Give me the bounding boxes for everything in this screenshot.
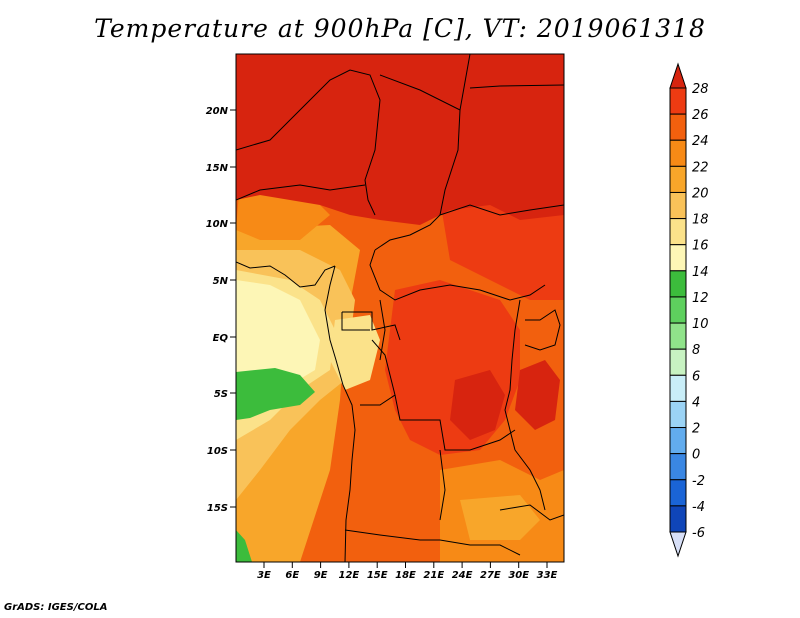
country-borders bbox=[236, 54, 564, 562]
colorbar-level-label: 20 bbox=[692, 186, 709, 201]
lon-label: 27E bbox=[480, 570, 501, 581]
colorbar-box bbox=[669, 165, 687, 193]
lon-label: 12E bbox=[339, 570, 360, 581]
colorbar-max-arrow bbox=[669, 62, 687, 89]
lon-label: 9E bbox=[314, 570, 328, 581]
colorbar-box bbox=[669, 139, 687, 167]
lat-label: 5N bbox=[213, 276, 229, 287]
colorbar-level-label: 6 bbox=[692, 369, 700, 384]
colorbar-level-label: 12 bbox=[692, 291, 709, 306]
colorbar-box bbox=[669, 400, 687, 429]
colorbar-box bbox=[669, 453, 687, 481]
lon-label: 24E bbox=[452, 570, 473, 581]
colorbar-box bbox=[669, 348, 687, 376]
lat-label: 10N bbox=[206, 219, 229, 230]
colorbar-box bbox=[669, 479, 687, 507]
colorbar-box bbox=[669, 322, 687, 350]
lon-axis: 3E 6E 9E 12E 15E 18E 21E 24E 27E 30E 33E bbox=[257, 562, 558, 581]
colorbar-level-label: 10 bbox=[692, 317, 709, 332]
lat-axis: 20N 15N 10N 5N EQ 5S 10S 15S bbox=[206, 106, 236, 514]
lon-label: 21E bbox=[423, 570, 444, 581]
colorbar-min-arrow bbox=[669, 531, 687, 558]
lon-label: 15E bbox=[367, 570, 388, 581]
lon-label: 18E bbox=[395, 570, 416, 581]
temperature-field bbox=[236, 54, 564, 562]
colorbar-box bbox=[669, 296, 687, 324]
colorbar-level-label: -2 bbox=[692, 474, 705, 489]
colorbar-level-label: 2 bbox=[692, 422, 700, 437]
colorbar-level-label: 8 bbox=[692, 343, 700, 358]
lon-label: 6E bbox=[285, 570, 299, 581]
colorbar-box bbox=[669, 270, 687, 298]
colorbar-box bbox=[669, 244, 687, 272]
colorbar-box bbox=[669, 218, 687, 246]
colorbar-level-label: -4 bbox=[692, 500, 705, 515]
colorbar-level-label: 14 bbox=[692, 265, 709, 280]
colorbar-level-label: 0 bbox=[692, 448, 700, 463]
colorbar-box bbox=[669, 87, 687, 115]
colorbar-box bbox=[669, 427, 687, 455]
colorbar-level-label: 28 bbox=[692, 82, 709, 97]
colorbar-level-label: 18 bbox=[692, 213, 709, 228]
lat-label: 10S bbox=[207, 446, 228, 457]
colorbar-box bbox=[669, 374, 687, 402]
colorbar-level-label: -6 bbox=[692, 526, 705, 541]
colorbar-level-label: 4 bbox=[692, 395, 700, 410]
colorbar-box bbox=[669, 505, 687, 533]
lon-label: 33E bbox=[537, 570, 558, 581]
lat-label: 5S bbox=[214, 389, 228, 400]
map-frame bbox=[235, 53, 565, 563]
lat-label: 20N bbox=[206, 106, 229, 117]
colorbar-box bbox=[669, 191, 687, 220]
colorbar-level-label: 26 bbox=[692, 108, 709, 123]
colorbar-level-label: 24 bbox=[692, 134, 709, 149]
colorbar-level-label: 22 bbox=[692, 160, 709, 175]
lon-label: 30E bbox=[508, 570, 529, 581]
lon-label: 3E bbox=[257, 570, 271, 581]
colorbar-box bbox=[669, 113, 687, 141]
grads-credit: GrADS: IGES/COLA bbox=[4, 602, 108, 613]
lat-label: 15N bbox=[206, 163, 229, 174]
lat-label: 15S bbox=[207, 503, 228, 514]
colorbar-level-label: 16 bbox=[692, 239, 709, 254]
lat-label: EQ bbox=[213, 333, 229, 344]
map-title: Temperature at 900hPa [C], VT: 201906131… bbox=[94, 14, 706, 43]
